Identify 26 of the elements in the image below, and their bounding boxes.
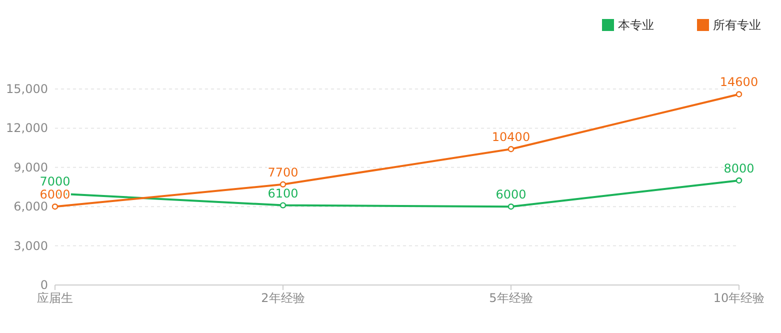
y-tick-label: 15,000 — [6, 82, 48, 96]
point — [280, 202, 286, 208]
point — [52, 204, 58, 210]
x-tick-label: 5年经验 — [489, 291, 533, 305]
point — [736, 91, 742, 98]
point — [508, 146, 514, 152]
legend-label: 本专业 — [618, 18, 654, 32]
legend-label: 所有专业 — [713, 18, 761, 32]
x-tick-label: 10年经验 — [713, 291, 765, 305]
y-tick-label: 6,000 — [14, 200, 48, 214]
point — [280, 181, 286, 188]
y-tick-label: 3,000 — [14, 238, 48, 253]
data-label: 10400 — [492, 130, 530, 144]
data-label: 14600 — [720, 75, 758, 90]
x-tick-label: 2年经验 — [261, 291, 305, 305]
data-label: 8000 — [724, 161, 754, 176]
data-label: 6000 — [496, 188, 526, 202]
data-label: 7700 — [268, 165, 298, 180]
y-tick-label: 9,000 — [14, 160, 48, 174]
point — [736, 177, 742, 184]
data-label: 6100 — [268, 186, 298, 200]
point — [508, 204, 514, 210]
x-tick-label: 应届生 — [37, 291, 73, 305]
y-tick-label: 0 — [40, 278, 48, 292]
y-tick-label: 12,000 — [6, 121, 48, 136]
data-label: 7000 — [40, 174, 70, 189]
